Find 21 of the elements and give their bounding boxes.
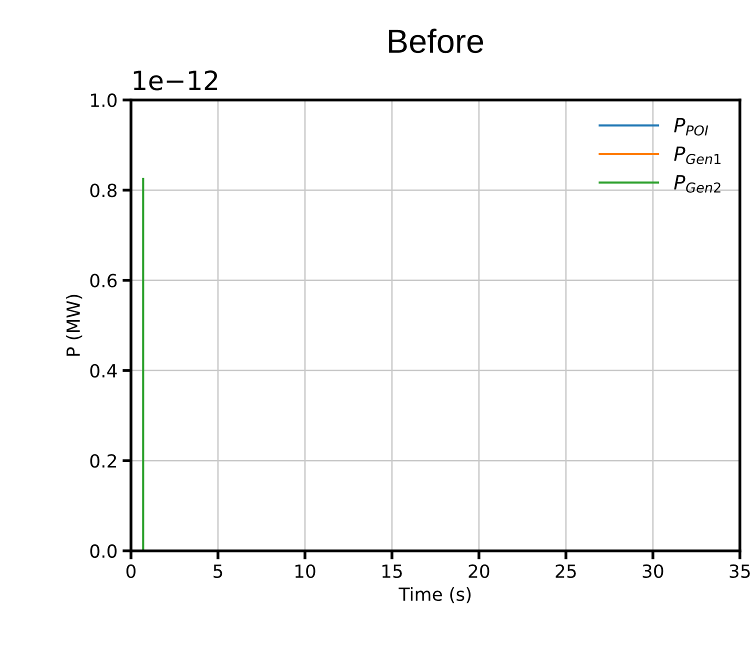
x-tick-label: 35 [730, 564, 750, 578]
legend-label: P$_{Gen1}$ [674, 146, 720, 164]
y-tick-label: 0.8 [90, 184, 117, 198]
y-tick-label: 0.6 [90, 274, 117, 288]
x-tick-label: 5 [214, 564, 222, 578]
x-axis-title: Time (s) [398, 587, 471, 604]
y-axis-title: P (MW) [66, 294, 82, 356]
y-tick-label: 0.4 [90, 364, 117, 378]
x-tick-label: 20 [468, 564, 490, 578]
text: 1e−12 [134, 70, 218, 90]
y-tick-label: 0.2 [90, 454, 116, 468]
y-tick-label: 1.0 [91, 93, 117, 108]
legend-label: P$_{POI}$ [674, 118, 708, 136]
x-tick-label: 25 [556, 564, 576, 578]
x-tick-label: 30 [642, 564, 664, 578]
x-tick-label: 15 [382, 564, 402, 578]
chart-title: Before [389, 28, 484, 54]
y-tick-label: 0.0 [90, 544, 117, 558]
legend-label: P$_{Gen2}$ [674, 175, 720, 193]
x-tick-label: 10 [295, 564, 316, 578]
x-tick-label: 0 [126, 564, 136, 578]
